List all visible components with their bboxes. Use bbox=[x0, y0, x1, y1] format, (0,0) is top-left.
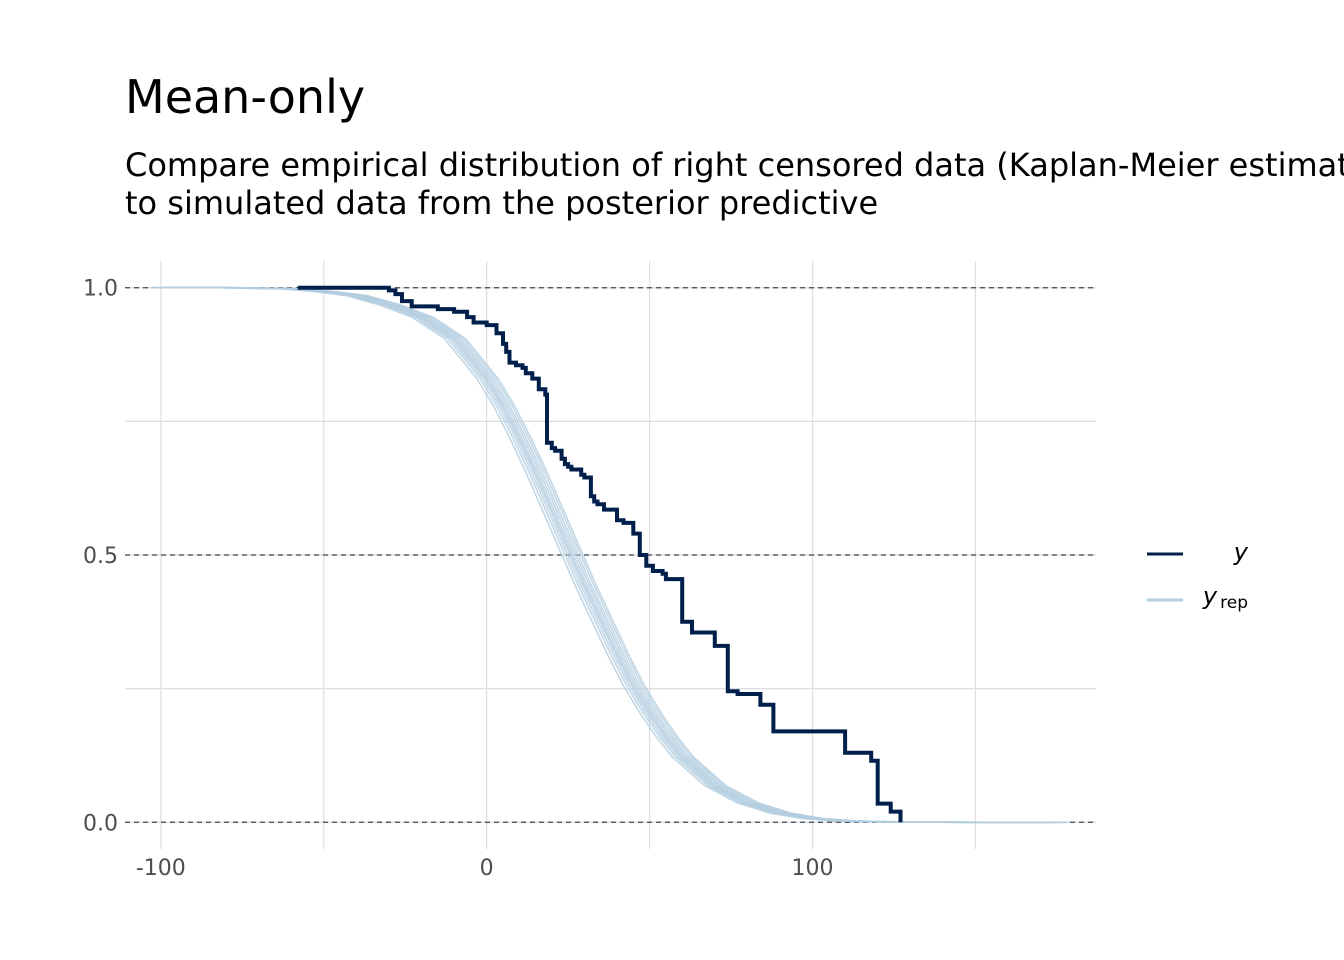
chart-title: Mean-only bbox=[125, 70, 366, 124]
legend-label-y: y bbox=[1233, 538, 1249, 566]
legend-label-yrep: y rep bbox=[1202, 582, 1248, 613]
legend: yy rep bbox=[1147, 538, 1249, 613]
y-tick-label: 1.0 bbox=[83, 277, 118, 302]
tick-labels: -100 0 100 0.0 0.5 1.0 bbox=[83, 277, 834, 881]
x-tick-label: 100 bbox=[792, 856, 834, 881]
replicate-line-10 bbox=[172, 286, 1069, 824]
observed-series bbox=[297, 285, 903, 823]
legend-label-yrep-sub: rep bbox=[1220, 593, 1248, 613]
x-tick-label: -100 bbox=[136, 856, 186, 881]
chart-subtitle-line-1: Compare empirical distribution of right … bbox=[125, 146, 1344, 184]
chart-subtitle-line-2: to simulated data from the posterior pre… bbox=[125, 184, 879, 222]
replicate-series bbox=[151, 286, 1069, 824]
legend-label-yrep-main: y bbox=[1202, 582, 1218, 610]
chart-subtitle: Compare empirical distribution of right … bbox=[125, 146, 1344, 222]
observed-km-line bbox=[297, 285, 903, 823]
y-tick-label: 0.5 bbox=[83, 544, 118, 569]
y-tick-label: 0.0 bbox=[83, 811, 118, 836]
x-tick-label: 0 bbox=[480, 856, 494, 881]
